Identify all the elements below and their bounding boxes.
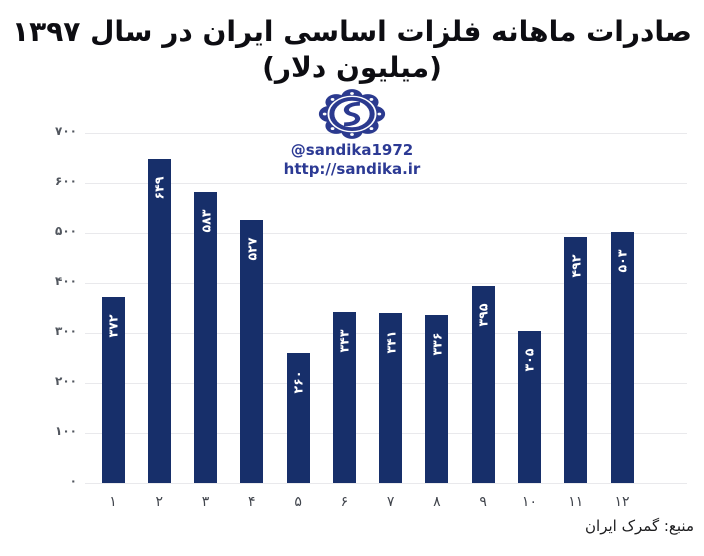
bar-value-label: ۵۲۷: [244, 237, 260, 260]
bar: ۵۸۳: [194, 191, 218, 483]
bar-value-label: ۶۴۹: [151, 176, 167, 199]
bar-value-label: ۵۸۳: [198, 209, 214, 232]
y-axis-tick-label: ۴۰۰: [55, 274, 77, 288]
bar: ۲۶۰: [286, 353, 310, 483]
bar-value-label: ۳۷۲: [105, 314, 121, 338]
x-axis-tick-label: ۴: [248, 494, 256, 510]
y-axis-tick-label: ۲۰۰: [55, 374, 77, 388]
bar-value-label: ۳۳۶: [429, 332, 445, 356]
bar: ۳۹۵: [471, 285, 495, 483]
gridline: [85, 282, 687, 284]
x-axis-tick-label: ۱۰: [521, 494, 537, 510]
x-axis-tick-label: ۶: [340, 494, 349, 510]
page-title: صادرات ماهانه فلزات اساسی ایران در سال ۱…: [12, 15, 692, 85]
y-axis-tick-label: ۶۰۰: [55, 174, 77, 188]
bar: ۳۰۵: [517, 330, 541, 483]
gridline: [85, 132, 687, 134]
bar: ۳۷۲: [101, 297, 125, 483]
x-axis-tick-label: ۱۲: [614, 494, 630, 510]
bar: ۶۴۹: [147, 158, 171, 483]
x-axis-tick-label: ۲: [155, 494, 164, 510]
bar: ۵۲۷: [240, 219, 264, 483]
source-note: منبع: گمرک ایران: [585, 517, 694, 535]
x-axis-tick-label: ۳: [201, 494, 210, 510]
y-axis-tick-label: ۵۰۰: [55, 224, 77, 238]
bar-value-label: ۲۶۰: [290, 370, 306, 394]
bar-value-label: ۴۹۲: [568, 254, 584, 278]
y-axis-tick-label: ۱۰۰: [55, 424, 77, 438]
bar: ۳۴۳: [332, 311, 356, 483]
gridline: [85, 482, 687, 484]
bar-value-label: ۵۰۳: [614, 249, 630, 272]
x-axis-tick-label: ۹: [479, 494, 487, 510]
x-axis-tick-label: ۷: [386, 494, 395, 510]
bar-chart-plot-area: ۷۰۰ ۶۰۰ ۵۰۰ ۴۰۰ ۳۰۰ ۲۰۰ ۱۰۰ ۰ ۳۷۲ ۱ ۶۴۹ ۲ ۵۸۳ ۳ ۵۲۷ ۴ ۲۶…: [55, 124, 687, 510]
x-axis-tick-label: ۱: [109, 494, 117, 510]
x-axis-tick-label: ۱۱: [568, 494, 584, 510]
bar-value-label: ۳۰۵: [521, 348, 537, 371]
bar: ۴۹۲: [564, 237, 588, 483]
gridline: [85, 232, 687, 234]
bar: ۵۰۳: [610, 231, 634, 483]
x-axis-tick-label: ۸: [433, 494, 441, 510]
x-axis-tick-label: ۵: [294, 494, 302, 510]
y-axis-tick-label: ۰: [69, 474, 77, 488]
bar-value-label: ۳۹۵: [475, 303, 491, 326]
bar: ۳۳۶: [425, 315, 449, 483]
bar-value-label: ۳۴۳: [336, 329, 352, 352]
y-axis-tick-label: ۳۰۰: [55, 324, 77, 338]
bar-value-label: ۳۴۱: [383, 330, 399, 353]
bar: ۳۴۱: [379, 312, 403, 483]
y-axis-tick-label: ۷۰۰: [55, 124, 77, 138]
gridline: [85, 182, 687, 184]
